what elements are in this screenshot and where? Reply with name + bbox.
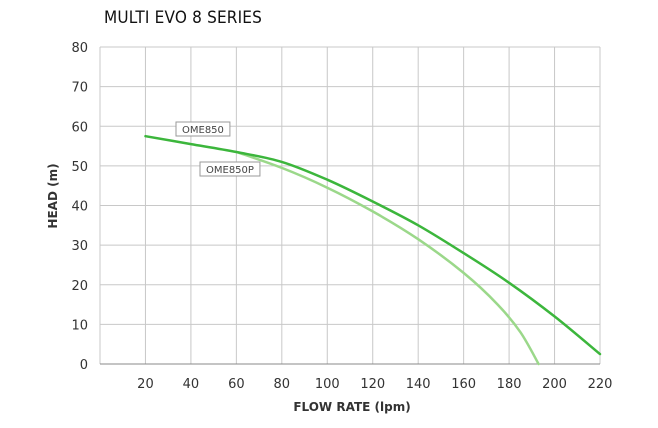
x-tick-label: 80 [274,377,291,392]
y-tick-label: 80 [71,41,88,56]
y-tick-label: 10 [71,318,88,333]
series-line-ome850 [144,134,602,356]
y-tick-label: 40 [71,200,88,215]
x-tick-label: 40 [183,377,200,392]
series-label-box [175,121,231,137]
series-labels: OME850 OME850P [175,121,261,177]
x-tick-label: 180 [497,377,522,392]
x-axis-label: FLOW RATE (lpm) [293,400,410,414]
grid [99,46,601,365]
y-tick-label: 50 [71,160,88,175]
chart-title: MULTI EVO 8 SERIES [104,8,263,28]
x-tick-label: 120 [360,377,385,392]
y-tick-label: 0 [80,358,88,373]
series-label-text: OME850 [182,125,224,136]
x-tick-label: 140 [406,377,431,392]
y-tick-label: 20 [71,279,88,294]
series-label-ome850p: OME850P [199,161,261,177]
x-tick-label: 20 [137,377,154,392]
x-tick-label: 100 [315,377,340,392]
series-label-box [199,161,261,177]
x-tick-label: 60 [228,377,245,392]
y-tick-label: 30 [71,239,88,254]
x-tick-label: 200 [542,377,567,392]
y-tick-label: 60 [71,120,88,135]
x-tick-label: 160 [451,377,476,392]
y-axis-label: HEAD (m) [46,163,60,228]
series-line-ome850p [235,150,540,366]
y-tick-label: 70 [71,81,88,96]
axes: 20 40 60 80 100 120 140 160 180 200 220 0 10 20 30 40 50… [71,41,612,392]
series-label-text: OME850P [206,165,254,176]
series-lines [144,134,602,366]
x-tick-label: 220 [588,377,613,392]
series-label-ome850: OME850 [175,121,231,137]
